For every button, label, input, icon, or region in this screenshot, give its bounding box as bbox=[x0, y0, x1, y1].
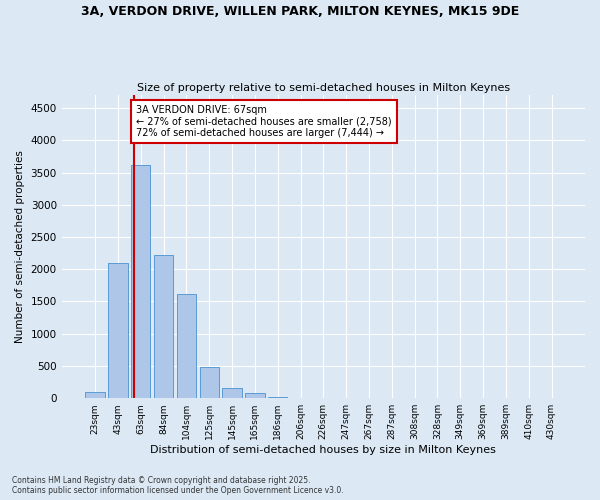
Y-axis label: Number of semi-detached properties: Number of semi-detached properties bbox=[15, 150, 25, 343]
Title: Size of property relative to semi-detached houses in Milton Keynes: Size of property relative to semi-detach… bbox=[137, 83, 510, 93]
Bar bbox=[154, 255, 173, 398]
Bar bbox=[85, 392, 105, 398]
X-axis label: Distribution of semi-detached houses by size in Milton Keynes: Distribution of semi-detached houses by … bbox=[151, 445, 496, 455]
Bar bbox=[131, 165, 151, 398]
Text: 3A, VERDON DRIVE, WILLEN PARK, MILTON KEYNES, MK15 9DE: 3A, VERDON DRIVE, WILLEN PARK, MILTON KE… bbox=[81, 5, 519, 18]
Bar bbox=[245, 393, 265, 398]
Bar bbox=[200, 366, 219, 398]
Bar bbox=[108, 263, 128, 398]
Text: Contains HM Land Registry data © Crown copyright and database right 2025.
Contai: Contains HM Land Registry data © Crown c… bbox=[12, 476, 344, 495]
Bar bbox=[268, 397, 287, 398]
Bar bbox=[177, 294, 196, 398]
Bar bbox=[223, 388, 242, 398]
Text: 3A VERDON DRIVE: 67sqm
← 27% of semi-detached houses are smaller (2,758)
72% of : 3A VERDON DRIVE: 67sqm ← 27% of semi-det… bbox=[136, 105, 392, 138]
